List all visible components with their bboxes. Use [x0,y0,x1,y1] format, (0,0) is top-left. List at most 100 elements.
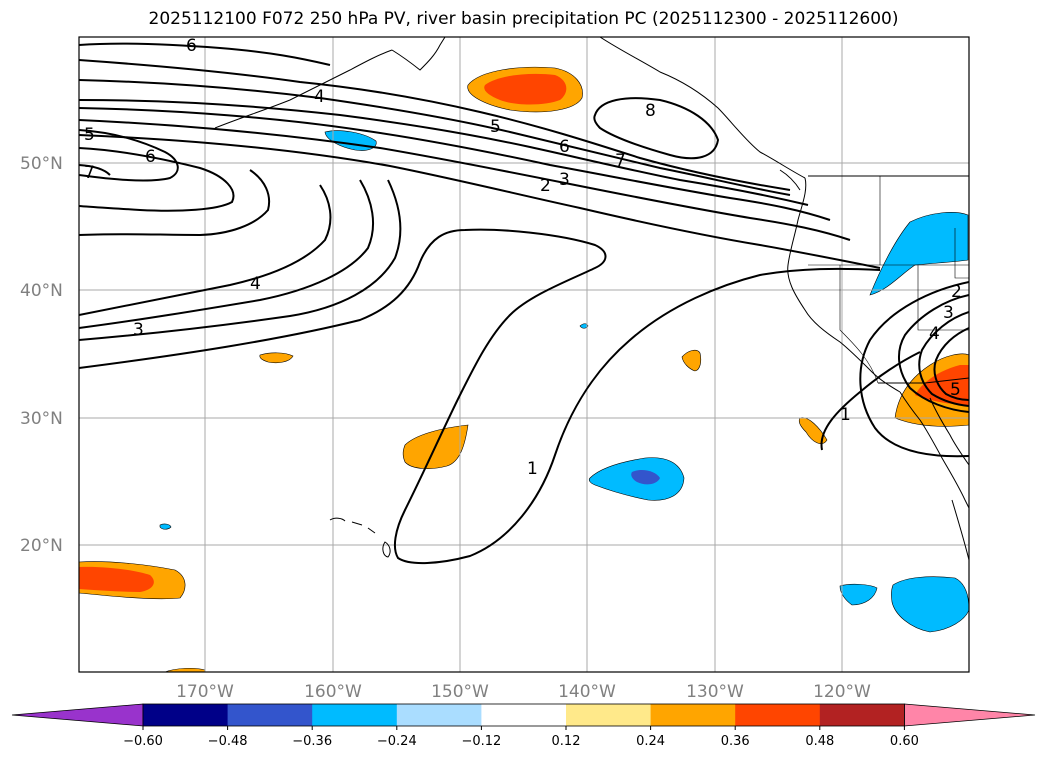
colorbar-segment [481,704,567,726]
pv-contour-ring-1 [898,294,969,413]
border-state-3 [954,228,969,279]
colorbar-segment [735,704,821,726]
colorbar-segment [227,704,313,726]
precip-negative-pnw [869,212,969,296]
colorbar-tick-label: 0.48 [805,734,834,749]
colorbar-segment [396,704,482,726]
lon-label-120w: 120°W [813,682,871,702]
pv-contour-4-jet [79,107,831,221]
colorbar-segment [312,704,398,726]
pv-contour-2-south [79,179,402,341]
colorbar-extend-low [11,703,144,727]
colorbar-segment [143,704,229,726]
colorbar-tick-label: −0.48 [208,734,248,749]
pv-contour-4-south [79,184,332,316]
pv-contour-6-mid [79,79,791,196]
lon-label-130w: 130°W [686,682,744,702]
contour-label: 6 [559,137,570,157]
pv-contours [79,42,969,565]
lat-label-50n: 50°N [20,154,63,174]
map-frame [78,36,970,673]
coastline-alaska-peninsula [391,37,446,71]
colorbar-tick-label: 0.36 [721,734,750,749]
precip-strong-hawaii-west [79,566,154,592]
colorbar-extend-high [904,703,1036,727]
coastlines [214,37,969,561]
pv-contour-7-mid [79,99,809,206]
contour-label: 4 [929,324,940,344]
colorbar-segment [650,704,736,726]
precip-strong-gulf-alaska [484,73,567,105]
border-state-4 [917,265,969,331]
colorbar-tick-labels: −0.60 −0.48 −0.36 −0.24 −0.12 0.12 0.24 0.36 0.4… [123,734,919,749]
border-state-5 [839,265,879,384]
contour-label: 4 [314,87,325,107]
colorbar-tick-label: 0.60 [890,734,919,749]
precip-strong-negative-central-pacific [631,470,660,485]
colorbar-tick-label: 0.24 [636,734,665,749]
contour-label: 1 [840,405,851,425]
map-background [79,37,969,672]
contour-label: 2 [951,282,962,302]
pv-contour-2-jet [79,134,881,269]
pv-contour-6-west-loop [79,147,235,212]
pv-contour-6-north [79,42,331,66]
colorbar-tick-label: −0.36 [292,734,332,749]
contour-label: 5 [490,117,501,137]
contour-label: 3 [559,170,570,190]
lon-label-150w: 150°W [431,682,489,702]
border-us-mexico [878,377,969,384]
precip-negative-tiny-1 [579,323,589,329]
precip-positive-small-2 [259,352,294,364]
colorbar-segment [566,704,652,726]
latitude-labels: 50°N 40°N 30°N 20°N [20,154,63,556]
contour-label: 7 [84,163,95,183]
colorbar-tick-label: 0.12 [552,734,581,749]
coastline-west-coast-us [787,177,901,393]
coastline-aleutian-chain [214,49,393,129]
contour-label: 4 [250,274,261,294]
lon-label-160w: 160°W [304,682,362,702]
colorbar-tick-label: −0.12 [461,734,501,749]
precip-positive-baja [798,417,828,444]
coastline-hawaii-big [382,541,391,558]
lat-label-40n: 40°N [20,281,63,301]
precip-positive-small-1 [681,349,702,372]
coastline-alaska-panhandle [599,37,806,179]
contour-label: 8 [645,101,656,121]
colorbar-tick-label: −0.24 [377,734,417,749]
graticule [79,37,969,672]
colorbar [11,703,1036,730]
coastline-vancouver-island [779,169,801,191]
pv-contour-7-west-loop [79,164,111,176]
contour-label: 6 [186,36,197,56]
pv-contour-ring-3 [933,327,969,401]
pv-contour-3-south [79,179,375,329]
contour-label: 3 [133,320,144,340]
contour-label: 3 [943,303,954,323]
pv-contour-3-jet [79,119,851,241]
contour-label: 5 [950,380,961,400]
colorbar-segment [819,704,905,726]
colorbar-tick-label: −0.60 [123,734,163,749]
pv-contour-1-trough-west [79,228,881,565]
pv-contour-5-north [79,59,791,191]
precip-negative-small-hawaii [159,523,172,530]
chart-title: 2025112100 F072 250 hPa PV, river basin … [148,9,899,29]
lat-label-20n: 20°N [20,536,63,556]
coastline-mexico-mainland [951,499,969,561]
precip-negative-small-east [839,583,878,606]
pv-contour-1-ridge-east [820,351,921,451]
colorbar-frame [142,703,905,727]
lat-label-30n: 30°N [20,409,63,429]
pv-contour-8-ridge [593,97,720,160]
pv-contour-4-trough [79,169,270,237]
map-content [79,37,969,672]
precip-negative-east-mexico [891,576,969,633]
coastline-hawaii-islands [329,517,376,534]
contour-label: 7 [615,151,626,171]
contour-label: 1 [527,459,538,479]
longitude-labels: 170°W 160°W 150°W 140°W 130°W 120°W [176,682,871,702]
pv-contour-5-west-loop [79,129,179,182]
